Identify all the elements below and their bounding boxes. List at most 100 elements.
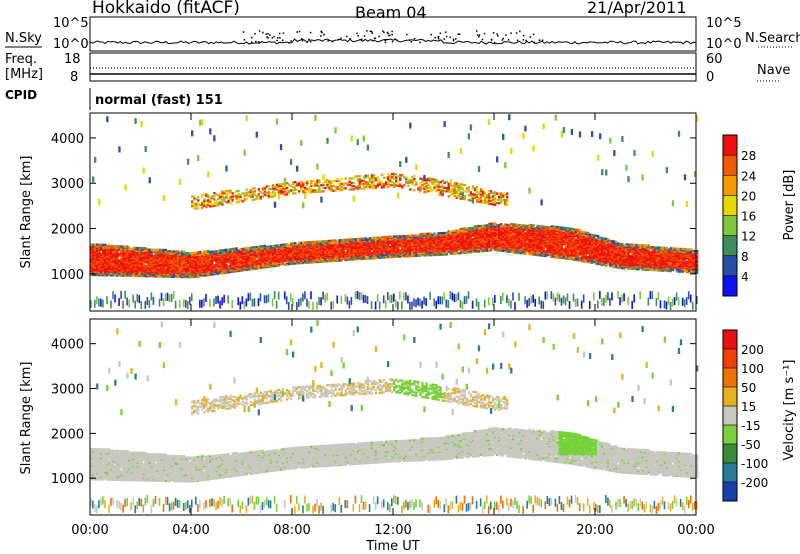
- echo-cell: [191, 293, 193, 302]
- echo-cell: [411, 237, 414, 240]
- echo-cell: [241, 192, 244, 195]
- echo-cell: [344, 182, 347, 185]
- echo-cell: [378, 241, 382, 244]
- nsearch-point: [525, 39, 527, 42]
- echo-cell: [156, 258, 159, 262]
- echo-cell: [316, 241, 319, 245]
- echo-cell: [259, 197, 262, 200]
- echo-cell: [287, 247, 291, 251]
- echo-cell: [386, 253, 390, 256]
- echo-cell: [485, 195, 489, 199]
- echo-cell: [399, 240, 402, 243]
- echo-cell: [498, 244, 501, 247]
- echo-cell: [485, 234, 489, 237]
- echo-cell: [235, 268, 238, 272]
- echo-cell: [287, 243, 291, 247]
- echo-cell: [496, 223, 499, 227]
- echo-cell: [237, 253, 240, 256]
- echo-cell: [114, 264, 117, 267]
- echo-cell: [191, 276, 194, 279]
- echo-cell: [213, 259, 216, 262]
- echo-cell: [324, 248, 327, 252]
- echo-cell: [257, 262, 260, 265]
- echo-cell: [126, 245, 129, 248]
- echo-cell: [199, 262, 202, 265]
- echo-cell: [449, 251, 452, 254]
- echo-cell: [273, 249, 277, 253]
- echo-cell: [160, 261, 163, 264]
- echo-cell: [384, 242, 388, 245]
- echo-cell: [281, 251, 285, 254]
- echo-cell: [213, 257, 216, 261]
- echo-cell: [433, 252, 436, 255]
- echo-cell: [481, 227, 485, 230]
- echo-cell: [102, 270, 105, 273]
- echo-cell: [393, 237, 396, 241]
- echo-cell: [104, 244, 107, 248]
- echo-cell: [366, 296, 369, 305]
- echo-cell: [182, 275, 186, 279]
- echo-cell: [326, 180, 329, 183]
- echo-cell: [451, 245, 454, 248]
- echo-cell: [372, 180, 376, 183]
- echo-cell: [294, 252, 297, 255]
- echo-cell: [92, 256, 95, 259]
- echo-cell: [122, 249, 125, 252]
- echo-cell: [467, 230, 471, 234]
- echo-cell: [217, 263, 220, 266]
- echo-cell: [156, 265, 159, 268]
- echo-cell: [138, 257, 141, 260]
- echo-cell: [459, 244, 462, 247]
- echo-cell: [298, 182, 301, 185]
- echo-cell: [401, 250, 404, 253]
- nsearch-point: [406, 33, 408, 36]
- echo-cell: [457, 235, 460, 238]
- echo-cell: [158, 267, 161, 271]
- echo-cell: [421, 248, 424, 251]
- echo-cell: [425, 233, 428, 237]
- echo-cell: [419, 177, 422, 180]
- echo-cell: [126, 254, 129, 257]
- echo-cell: [138, 249, 141, 252]
- echo-cell: [300, 250, 303, 253]
- echo-cell: [205, 193, 208, 196]
- echo-cell: [431, 252, 434, 255]
- echo-cell: [306, 261, 309, 264]
- echo-cell: [451, 248, 454, 252]
- echo-cell: [504, 250, 507, 253]
- echo-cell: [235, 259, 238, 263]
- echo-cell: [195, 274, 198, 277]
- echo-cell: [441, 187, 444, 191]
- echo-cell: [195, 269, 198, 272]
- echo-cell: [491, 232, 495, 235]
- echo-cell: [104, 255, 107, 258]
- echo-cell: [425, 245, 428, 248]
- echo-cell: [148, 262, 151, 265]
- echo-cell: [504, 245, 507, 248]
- echo-cell: [457, 247, 460, 250]
- echo-cell: [296, 182, 299, 185]
- echo-cell: [393, 174, 396, 177]
- echo-cell: [191, 268, 194, 271]
- echo-cell: [461, 249, 464, 252]
- echo-cell: [328, 248, 331, 251]
- echo-cell: [514, 243, 517, 246]
- echo-cell: [356, 237, 359, 241]
- echo-cell: [419, 185, 422, 188]
- echo-cell: [384, 184, 388, 187]
- echo-cell: [104, 263, 107, 267]
- echo-cell: [92, 262, 95, 265]
- echo-cell: [370, 243, 374, 246]
- echo-cell: [186, 254, 190, 257]
- echo-cell: [378, 252, 382, 256]
- echo-cell: [215, 193, 218, 196]
- echo-cell: [162, 269, 166, 272]
- echo-cell: [134, 251, 137, 255]
- echo-cell: [277, 191, 281, 194]
- echo-cell: [102, 262, 105, 265]
- echo-cell: [279, 245, 283, 248]
- echo-cell: [233, 260, 236, 263]
- echo-cell: [399, 249, 402, 252]
- echo-cell: [453, 293, 456, 302]
- echo-cell: [285, 243, 289, 246]
